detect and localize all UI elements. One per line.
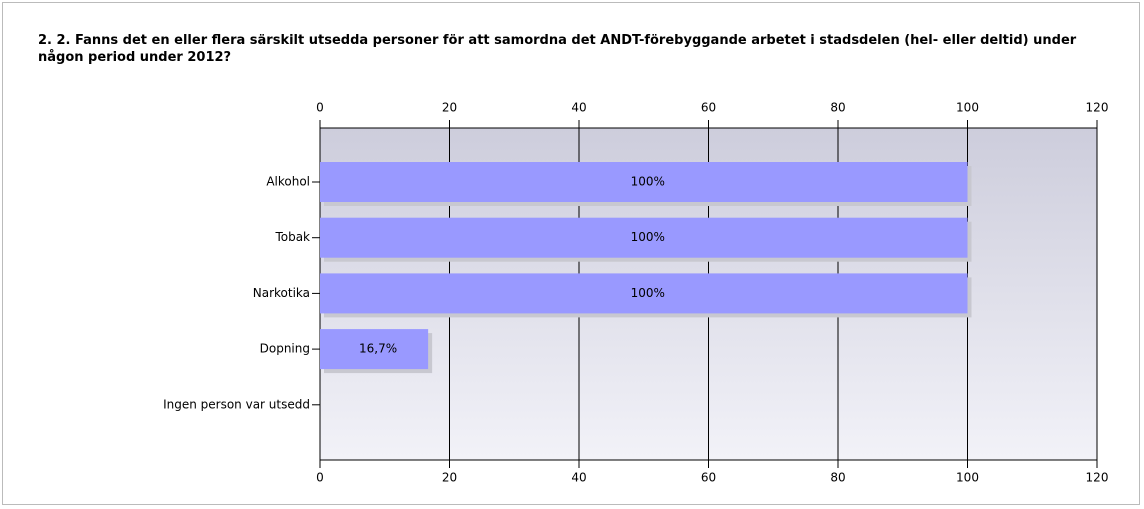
- x-tick-label: 0: [316, 471, 324, 485]
- x-tick-label: 80: [830, 471, 845, 485]
- bar: [320, 217, 968, 258]
- y-tick-label: Tobak: [274, 230, 310, 244]
- y-tick-label: Dopning: [260, 342, 310, 356]
- x-tick-label: 0: [316, 101, 324, 115]
- y-tick-label: Narkotika: [253, 286, 310, 300]
- chart-title: 2. 2. Fanns det en eller flera särskilt …: [38, 33, 1077, 65]
- y-tick-label: Ingen person var utsedd: [163, 397, 310, 411]
- value-label: 16,7%: [359, 342, 397, 356]
- bar: [320, 162, 968, 202]
- value-label: 100%: [631, 286, 665, 300]
- x-tick-label: 120: [1086, 471, 1109, 485]
- x-tick-label: 40: [571, 101, 586, 115]
- x-tick-label: 60: [701, 101, 716, 115]
- value-label: 100%: [631, 175, 665, 189]
- x-tick-label: 40: [571, 471, 586, 485]
- x-tick-label: 100: [956, 471, 979, 485]
- value-label: 100%: [631, 230, 665, 244]
- x-tick-label: 80: [830, 101, 845, 115]
- x-tick-label: 100: [956, 101, 979, 115]
- x-tick-label: 20: [442, 471, 457, 485]
- x-tick-label: 60: [701, 471, 716, 485]
- bar: [320, 329, 429, 370]
- x-tick-label: 120: [1086, 101, 1109, 115]
- x-tick-label: 20: [442, 101, 457, 115]
- y-tick-label: Alkohol: [266, 175, 310, 189]
- bar: [320, 273, 968, 314]
